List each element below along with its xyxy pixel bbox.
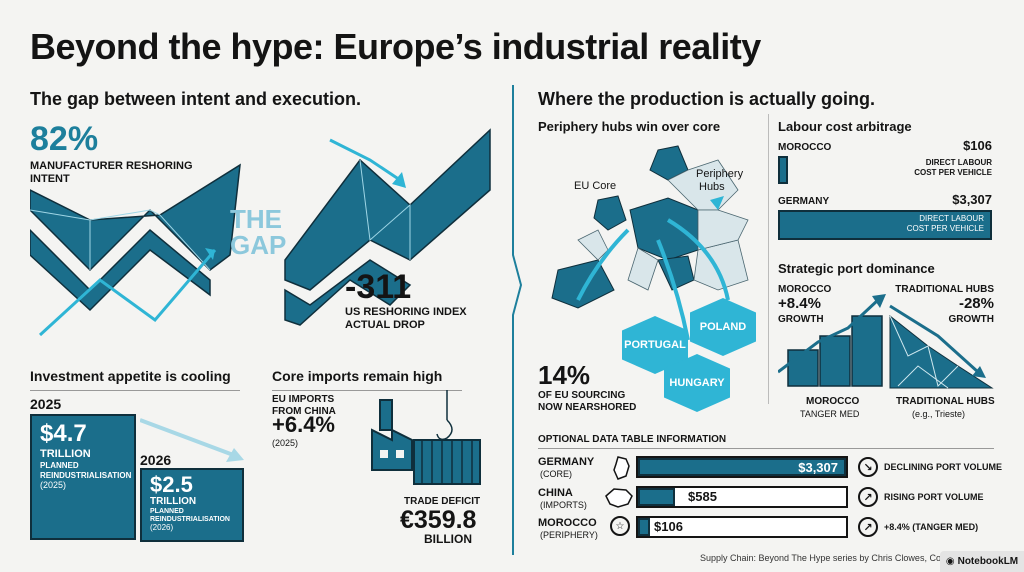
port-hubs-value: -28% <box>958 295 994 312</box>
gap-heading: The gap between intent and execution. <box>30 89 362 109</box>
table-row-morocco-track <box>636 516 848 538</box>
intent-value: 82% <box>30 120 99 158</box>
investment-rule <box>30 390 240 391</box>
europe-map-graphic <box>551 145 749 340</box>
investment-2025-sub: (2025) <box>40 480 67 491</box>
map-core-label: EU Core <box>574 180 617 192</box>
table-rule <box>538 448 994 449</box>
china-map-icon <box>605 488 633 508</box>
ports-graphic <box>778 294 994 389</box>
nearshore-label-2: NOW NEARSHORED <box>538 402 637 413</box>
labour-row-morocco-label-1: DIRECT LABOUR <box>925 158 992 167</box>
imports-sub: (2025) <box>272 438 299 448</box>
decline-arrow <box>140 418 244 462</box>
imports-heading: Core imports remain high <box>272 368 443 384</box>
table-row-china-country: CHINA <box>538 487 573 499</box>
labour-row-germany-bar: DIRECT LABOUR COST PER VEHICLE <box>778 210 992 240</box>
labour-row-morocco-label-2: COST PER VEHICLE <box>914 168 992 177</box>
port-morocco-caption-1: MOROCCO <box>806 396 860 407</box>
port-hubs-caption-1: TRADITIONAL HUBS <box>896 396 995 407</box>
table-row-china-track <box>636 486 848 508</box>
morocco-flag-icon: ☆ <box>610 516 630 536</box>
port-hubs-caption-2: (e.g., Trieste) <box>912 409 966 419</box>
investment-2025-value: $4.7 <box>40 420 87 447</box>
gap-label-gap: GAP <box>230 230 287 260</box>
page-title: Beyond the hype: Europe’s industrial rea… <box>30 26 761 67</box>
investment-2025-label-2: REINDUSTRIALISATION <box>40 470 132 480</box>
labour-row-germany-country: GERMANY <box>778 196 830 207</box>
labour-row-germany-label-1: DIRECT LABOUR <box>919 214 984 223</box>
port-hubs-name: TRADITIONAL HUBS <box>895 284 994 295</box>
investment-2026-label-2: REINDUSTRIALISATION <box>150 515 230 523</box>
gap-zigzag-graphic <box>30 128 491 337</box>
labour-vertical-rule <box>768 114 769 404</box>
table-row-china-role: (IMPORTS) <box>540 500 587 510</box>
table-row-china-note: RISING PORT VOLUME <box>884 492 984 502</box>
table-row-morocco-role: (PERIPHERY) <box>540 530 598 540</box>
arrow-up-right-icon: ↗ <box>858 487 878 507</box>
table-row-germany-country: GERMANY <box>538 456 595 468</box>
germany-map-icon <box>613 456 630 480</box>
labour-row-morocco-value: $106 <box>963 138 992 153</box>
port-morocco-label: GROWTH <box>778 314 824 325</box>
investment-year-2025: 2025 <box>30 396 62 412</box>
section-divider <box>512 85 523 555</box>
labour-row-germany-label-2: COST PER VEHICLE <box>906 223 984 233</box>
imports-value: +6.4% <box>272 412 335 437</box>
intent-label: MANUFACTURER RESHORING INTENT <box>30 160 193 186</box>
notebooklm-logo-icon: ◉ <box>945 556 955 567</box>
drop-label-2: ACTUAL DROP <box>345 319 425 331</box>
arrow-down-right-icon: ↘ <box>858 457 878 477</box>
table-row-china-bar <box>638 488 675 506</box>
deficit-unit: BILLION <box>424 532 472 546</box>
drop-value: -311 <box>345 268 412 306</box>
investment-2025-box: $4.7 TRILLION PLANNED REINDUSTRIALISATIO… <box>30 414 136 540</box>
table-row-morocco-country: MOROCCO <box>538 517 597 529</box>
deficit-label: TRADE DEFICIT <box>404 496 481 507</box>
map-heading: Periphery hubs win over core <box>538 119 721 134</box>
production-heading: Where the production is actually going. <box>538 89 876 109</box>
investment-2026-sub: (2026) <box>150 523 174 533</box>
map-periphery-label-2: Hubs <box>699 181 725 193</box>
ports-heading: Strategic port dominance <box>778 261 935 276</box>
imports-rule <box>272 390 462 391</box>
port-morocco-name: MOROCCO <box>778 284 832 295</box>
table-row-morocco-note: +8.4% (TANGER MED) <box>884 522 979 532</box>
investment-2025-label-1: PLANNED <box>40 461 79 471</box>
investment-2026-unit: TRILLION <box>150 496 197 507</box>
port-morocco-caption-2: TANGER MED <box>800 409 860 419</box>
investment-2026-box: $2.5 TRILLION PLANNED REINDUSTRIALISATIO… <box>140 468 244 542</box>
factory-container-icon <box>371 390 481 485</box>
footer-credit: Supply Chain: Beyond The Hype series by … <box>700 553 940 563</box>
investment-heading: Investment appetite is cooling <box>30 368 231 384</box>
investment-2025-unit: TRILLION <box>40 448 91 460</box>
nearshore-value: 14% <box>538 360 591 390</box>
imports-label-1: EU IMPORTS <box>272 394 335 405</box>
table-row-germany-role: (CORE) <box>540 469 572 479</box>
table-row-morocco-bar <box>638 518 650 536</box>
table-row-germany-bar: $3,307 <box>638 458 846 476</box>
map-periphery-label-1: Periphery <box>696 168 744 180</box>
imports-label-2: FROM CHINA <box>272 406 336 417</box>
nearshore-label-1: OF EU SOURCING <box>538 390 626 401</box>
labour-row-morocco-country: MOROCCO <box>778 142 832 153</box>
investment-2026-label-1: PLANNED <box>150 508 184 515</box>
port-morocco-value: +8.4% <box>778 295 821 312</box>
gap-label-the: THE <box>230 204 282 234</box>
table-row-morocco-value: $106 <box>654 519 683 534</box>
labour-row-morocco-bar <box>778 156 788 184</box>
table-row-germany-note: DECLINING PORT VOLUME <box>884 462 1003 472</box>
drop-label-1: US RESHORING INDEX <box>345 306 467 318</box>
labour-row-germany-value: $3,307 <box>952 192 992 207</box>
table-heading: OPTIONAL DATA TABLE INFORMATION <box>538 434 727 445</box>
port-hubs-label: GROWTH <box>948 314 994 325</box>
arrow-up-right-icon: ↗ <box>858 517 878 537</box>
deficit-value: €359.8 <box>400 506 477 534</box>
table-row-china-value: $585 <box>688 489 717 504</box>
labour-heading: Labour cost arbitrage <box>778 119 912 134</box>
notebooklm-badge: ◉ NotebookLM <box>940 551 1024 572</box>
notebooklm-brand: NotebookLM <box>957 556 1019 567</box>
investment-year-2026: 2026 <box>140 452 172 468</box>
investment-2026-value: $2.5 <box>150 472 193 497</box>
